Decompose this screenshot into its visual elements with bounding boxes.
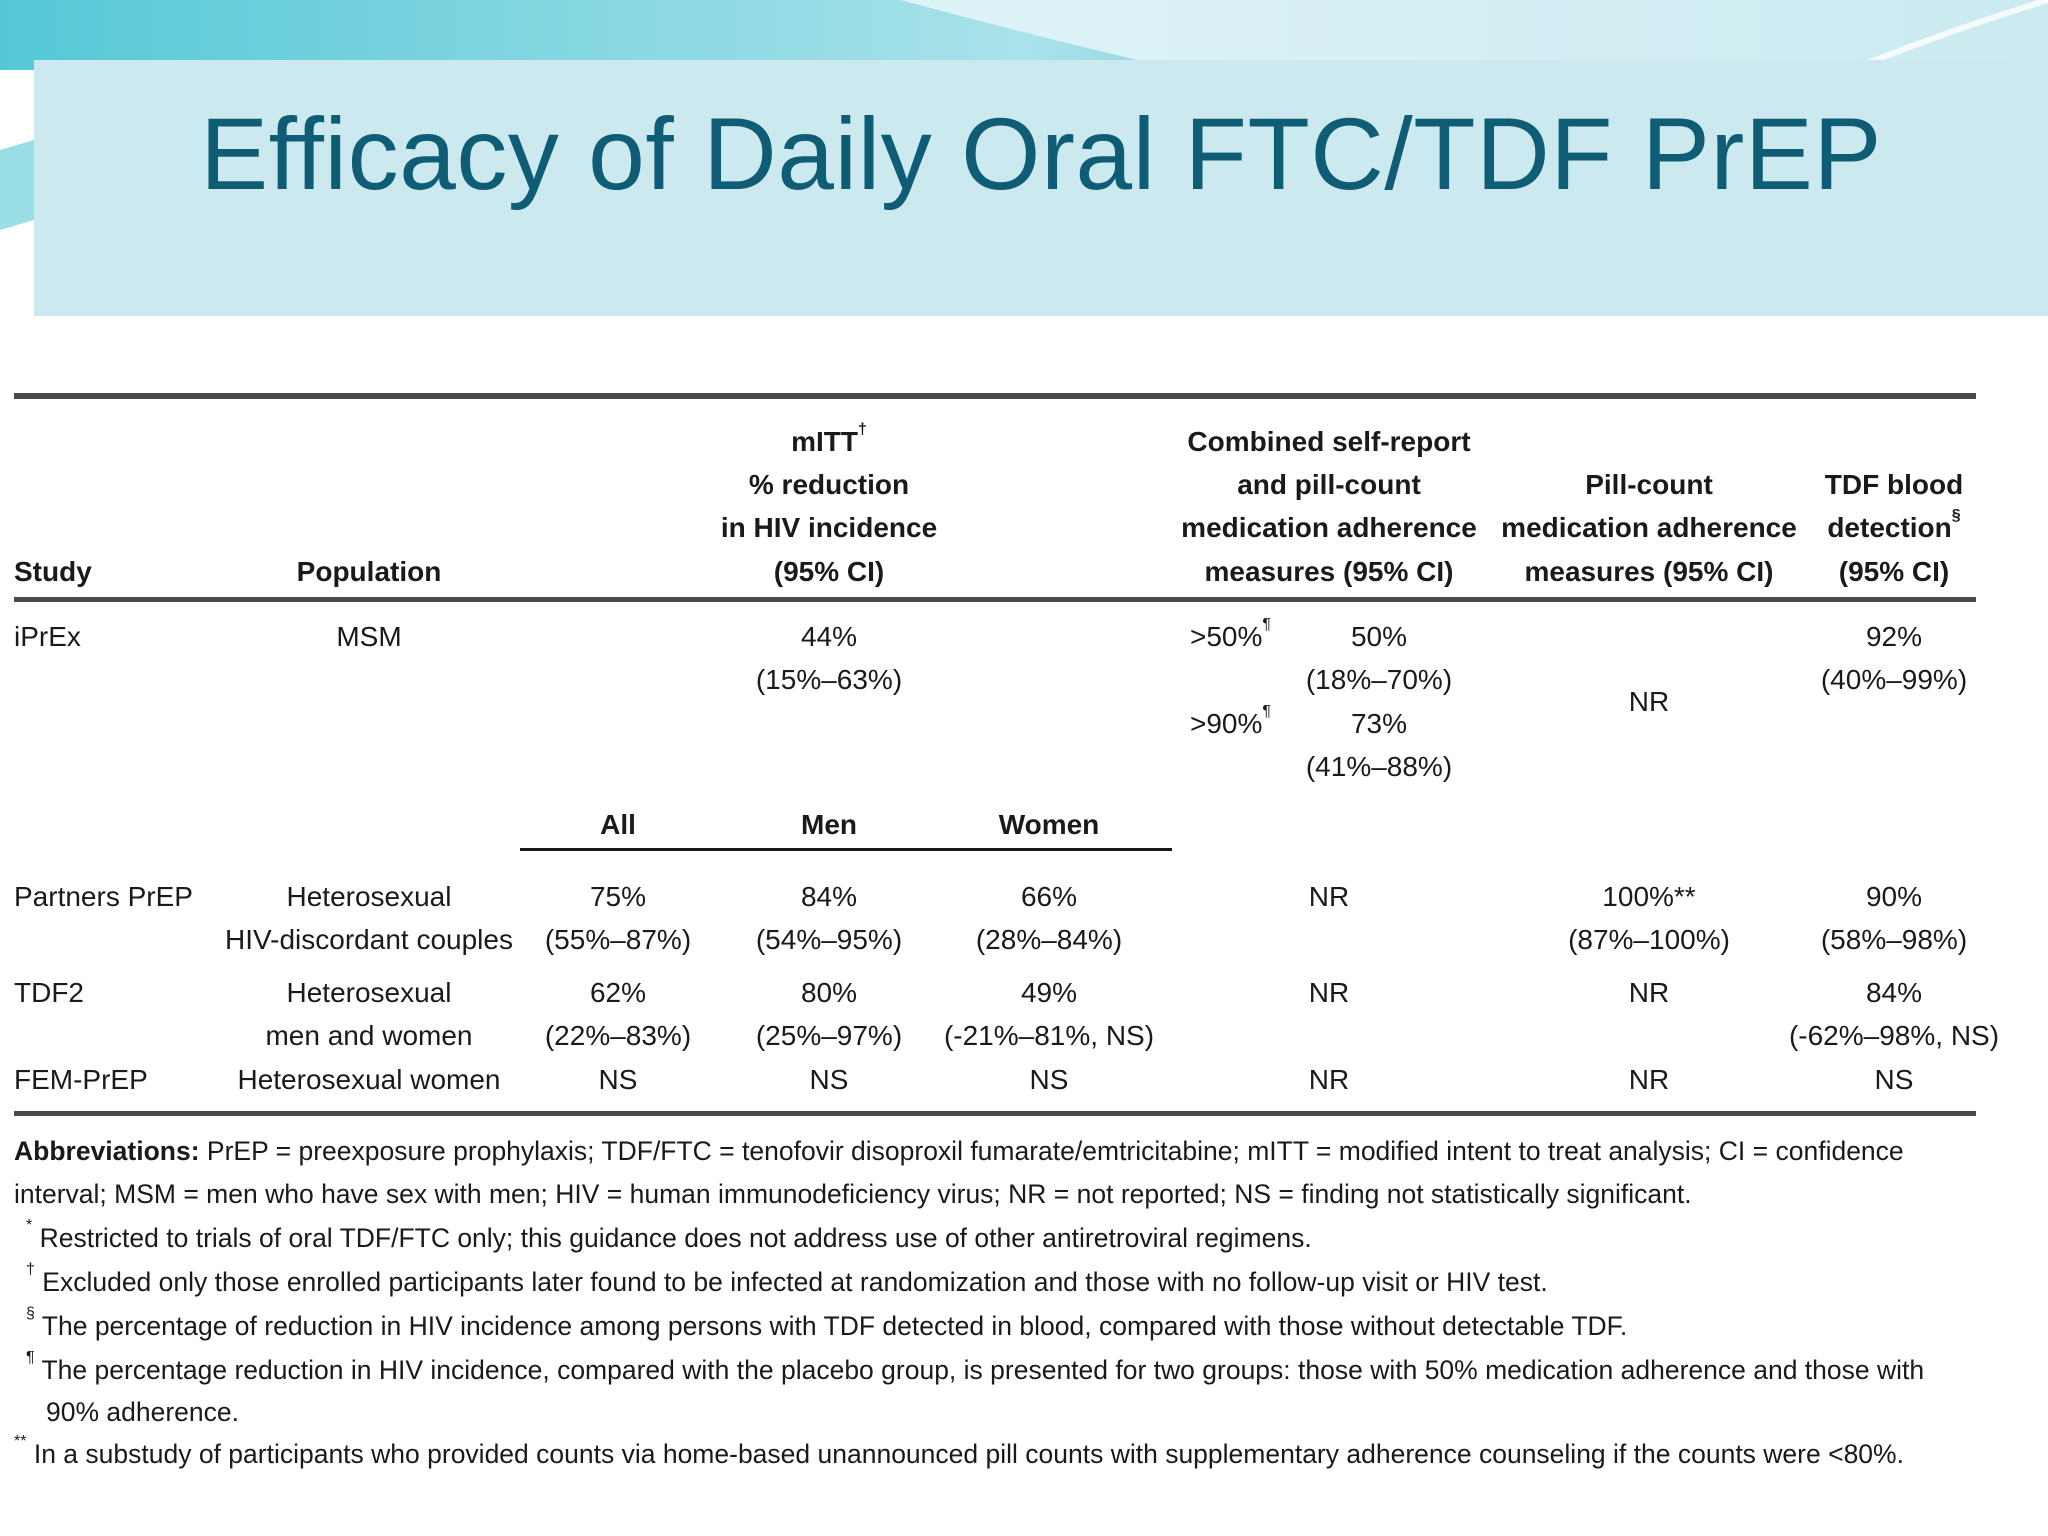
femprep-pill-count: NR [1628, 1064, 1670, 1095]
partners-women-ci: (28%–84%) [975, 924, 1123, 955]
footnote-dagger: † Excluded only those enrolled participa… [26, 1261, 1548, 1297]
subheader-rule [520, 848, 1172, 851]
header-combined-line1: Combined self-report [1187, 426, 1471, 457]
header-combined-line4: measures (95% CI) [1204, 556, 1454, 587]
tdf2-women-ci: (-21%–81%, NS) [943, 1020, 1155, 1051]
partners-all-ci: (55%–87%) [544, 924, 692, 955]
slide-title: Efficacy of Daily Oral FTC/TDF PrEP [200, 97, 1882, 211]
header-combined-line2: and pill-count [1237, 469, 1421, 500]
partners-tdf-ci: (58%–98%) [1820, 924, 1968, 955]
header-mitt-line1: mITT† [791, 421, 867, 457]
partners-population-1: Heterosexual [286, 881, 452, 912]
subheader-women: Women [998, 809, 1100, 840]
partners-pill-ci: (87%–100%) [1568, 924, 1730, 955]
footnote-pilcrow-line1: ¶ The percentage reduction in HIV incide… [26, 1349, 1925, 1385]
footnote-star: * Restricted to trials of oral TDF/FTC o… [26, 1217, 1312, 1253]
partners-men-ci: (54%–95%) [755, 924, 903, 955]
header-population: Population [296, 556, 442, 587]
femprep-combined: NR [1308, 1064, 1350, 1095]
femprep-tdf: NS [1874, 1064, 1914, 1095]
subheader-all: All [600, 809, 636, 840]
iprex-mitt-ci: (15%–63%) [755, 664, 903, 695]
header-mitt-line4: (95% CI) [773, 556, 885, 587]
tdf2-tdf-value: 84% [1865, 977, 1923, 1008]
partners-women-value: 66% [1020, 881, 1078, 912]
partners-pill-value: 100%** [1602, 881, 1696, 912]
iprex-adherence-50-value: 50% [1350, 621, 1408, 652]
tdf2-men-value: 80% [800, 977, 858, 1008]
iprex-adherence-50-ci: (18%–70%) [1305, 664, 1453, 695]
tdf2-all-ci: (22%–83%) [544, 1020, 692, 1051]
table-bottom-rule [14, 1111, 1976, 1116]
tdf2-population-2: men and women [265, 1020, 473, 1051]
iprex-pill-count: NR [1628, 686, 1670, 717]
femprep-population: Heterosexual women [237, 1064, 501, 1095]
table-header-rule [14, 597, 1976, 602]
footnote-section: § The percentage of reduction in HIV inc… [26, 1305, 1628, 1341]
iprex-adherence-90-label: >90%¶ [1190, 703, 1271, 739]
header-tdf-line1: TDF blood [1824, 469, 1964, 500]
iprex-adherence-50-label: >50%¶ [1190, 616, 1271, 652]
tdf2-pill-count: NR [1628, 977, 1670, 1008]
iprex-population: MSM [336, 621, 402, 652]
tdf2-study: TDF2 [14, 977, 84, 1008]
partners-men-value: 84% [800, 881, 858, 912]
tdf2-women-value: 49% [1020, 977, 1078, 1008]
table-top-rule [14, 393, 1976, 399]
header-tdf-line3: (95% CI) [1838, 556, 1950, 587]
femprep-men: NS [809, 1064, 849, 1095]
tdf2-men-ci: (25%–97%) [755, 1020, 903, 1051]
header-combined-line3: medication adherence [1181, 512, 1477, 543]
header-pill-line3: measures (95% CI) [1524, 556, 1774, 587]
femprep-women: NS [1029, 1064, 1069, 1095]
partners-tdf-value: 90% [1865, 881, 1923, 912]
header-pill-line1: Pill-count [1585, 469, 1713, 500]
footnote-double-star: ** In a substudy of participants who pro… [14, 1433, 1904, 1469]
tdf2-population-1: Heterosexual [286, 977, 452, 1008]
femprep-study: FEM-PrEP [14, 1064, 148, 1095]
efficacy-table: Study Population mITT† % reduction in HI… [14, 393, 1999, 1483]
partners-all-value: 75% [589, 881, 647, 912]
iprex-study: iPrEx [14, 621, 81, 652]
iprex-adherence-90-ci: (41%–88%) [1305, 751, 1453, 782]
partners-study: Partners PrEP [14, 881, 193, 912]
slide-background-decoration [0, 0, 2048, 230]
title-band [34, 60, 2048, 316]
iprex-tdf-value: 92% [1865, 621, 1923, 652]
footnote-abbreviations-line1: Abbreviations: PrEP = preexposure prophy… [14, 1136, 1904, 1166]
header-tdf-line2: detection§ [1827, 507, 1961, 543]
header-pill-line2: medication adherence [1501, 512, 1797, 543]
footnote-abbreviations-line2: interval; MSM = men who have sex with me… [14, 1179, 1692, 1209]
header-mitt-line3: in HIV incidence [720, 512, 938, 543]
tdf2-tdf-ci: (-62%–98%, NS) [1788, 1020, 2000, 1051]
femprep-all: NS [598, 1064, 638, 1095]
iprex-mitt-value: 44% [800, 621, 858, 652]
tdf2-combined: NR [1308, 977, 1350, 1008]
tdf2-all-value: 62% [589, 977, 647, 1008]
iprex-tdf-ci: (40%–99%) [1820, 664, 1968, 695]
partners-combined: NR [1308, 881, 1350, 912]
footnote-pilcrow-line2: 90% adherence. [46, 1397, 240, 1427]
partners-population-2: HIV-discordant couples [225, 924, 513, 955]
subheader-men: Men [801, 809, 857, 840]
header-study: Study [14, 556, 92, 587]
header-mitt-line2: % reduction [748, 469, 910, 500]
iprex-adherence-90-value: 73% [1350, 708, 1408, 739]
